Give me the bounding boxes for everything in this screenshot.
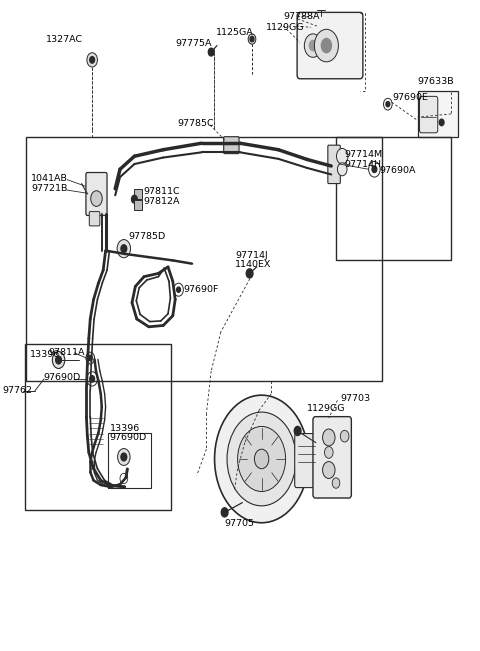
- FancyBboxPatch shape: [328, 145, 340, 184]
- Circle shape: [132, 195, 137, 203]
- Circle shape: [227, 412, 296, 506]
- Text: 97785C: 97785C: [178, 119, 214, 128]
- Circle shape: [254, 449, 269, 469]
- Bar: [418, 91, 458, 137]
- FancyBboxPatch shape: [86, 173, 107, 215]
- Circle shape: [121, 453, 127, 461]
- Circle shape: [238, 426, 286, 492]
- Bar: [134, 189, 142, 199]
- FancyBboxPatch shape: [295, 434, 318, 488]
- Circle shape: [336, 148, 348, 164]
- Text: 97690E: 97690E: [393, 93, 429, 102]
- Text: 97811A: 97811A: [48, 348, 84, 357]
- Circle shape: [294, 426, 301, 436]
- Text: 97812A: 97812A: [143, 197, 180, 206]
- FancyBboxPatch shape: [297, 12, 363, 79]
- Circle shape: [246, 269, 253, 278]
- FancyBboxPatch shape: [313, 417, 351, 498]
- Circle shape: [88, 355, 92, 361]
- Circle shape: [304, 34, 322, 57]
- Bar: [108, 433, 151, 488]
- Text: 97721B: 97721B: [31, 184, 68, 193]
- Text: 1140EX: 1140EX: [235, 260, 272, 270]
- Circle shape: [90, 57, 95, 63]
- Text: 97785D: 97785D: [129, 232, 166, 242]
- Text: 97690D: 97690D: [109, 433, 147, 442]
- Text: 97690A: 97690A: [379, 166, 416, 175]
- Text: 97633B: 97633B: [418, 77, 454, 86]
- Circle shape: [337, 163, 347, 176]
- Circle shape: [248, 34, 256, 44]
- Circle shape: [117, 240, 131, 258]
- Bar: [336, 137, 451, 260]
- Circle shape: [208, 48, 214, 56]
- Circle shape: [118, 449, 130, 465]
- Text: 1129GG: 1129GG: [265, 23, 304, 32]
- Text: 97775A: 97775A: [175, 39, 212, 48]
- Text: 97714M: 97714M: [344, 150, 382, 159]
- Circle shape: [87, 53, 97, 67]
- Text: 97703: 97703: [341, 394, 371, 403]
- Circle shape: [221, 508, 228, 517]
- Text: 13396: 13396: [30, 350, 60, 359]
- Circle shape: [91, 191, 102, 206]
- Bar: [134, 200, 142, 210]
- FancyBboxPatch shape: [89, 212, 100, 226]
- Circle shape: [323, 429, 335, 446]
- Circle shape: [372, 166, 377, 173]
- Circle shape: [309, 40, 317, 51]
- Circle shape: [332, 478, 340, 488]
- Text: 97705: 97705: [225, 519, 254, 528]
- Text: 97690F: 97690F: [183, 285, 219, 294]
- Circle shape: [250, 36, 254, 42]
- Circle shape: [439, 119, 444, 126]
- Bar: [26, 137, 382, 381]
- Circle shape: [86, 352, 95, 364]
- Text: 97714H: 97714H: [344, 159, 381, 169]
- Text: 97811C: 97811C: [143, 187, 180, 196]
- Circle shape: [121, 245, 127, 253]
- Circle shape: [215, 395, 309, 523]
- Circle shape: [90, 376, 95, 382]
- Circle shape: [386, 102, 390, 107]
- Text: 1327AC: 1327AC: [46, 35, 83, 44]
- Text: 97714J: 97714J: [235, 251, 268, 260]
- Circle shape: [52, 352, 65, 368]
- Bar: [25, 344, 171, 510]
- FancyBboxPatch shape: [420, 96, 438, 133]
- Circle shape: [323, 462, 335, 478]
- Text: 1125GA: 1125GA: [216, 28, 254, 37]
- Circle shape: [177, 287, 180, 292]
- Circle shape: [56, 356, 61, 364]
- Text: 1041AB: 1041AB: [31, 174, 68, 183]
- FancyBboxPatch shape: [224, 137, 239, 154]
- Text: 97788A: 97788A: [283, 12, 320, 21]
- Circle shape: [340, 430, 349, 442]
- Text: 97762: 97762: [2, 386, 32, 395]
- Text: 1129GG: 1129GG: [307, 404, 346, 413]
- Text: 13396: 13396: [109, 424, 140, 433]
- Text: 97690D: 97690D: [43, 373, 81, 382]
- Circle shape: [321, 38, 332, 53]
- Circle shape: [314, 29, 338, 62]
- Circle shape: [324, 447, 333, 458]
